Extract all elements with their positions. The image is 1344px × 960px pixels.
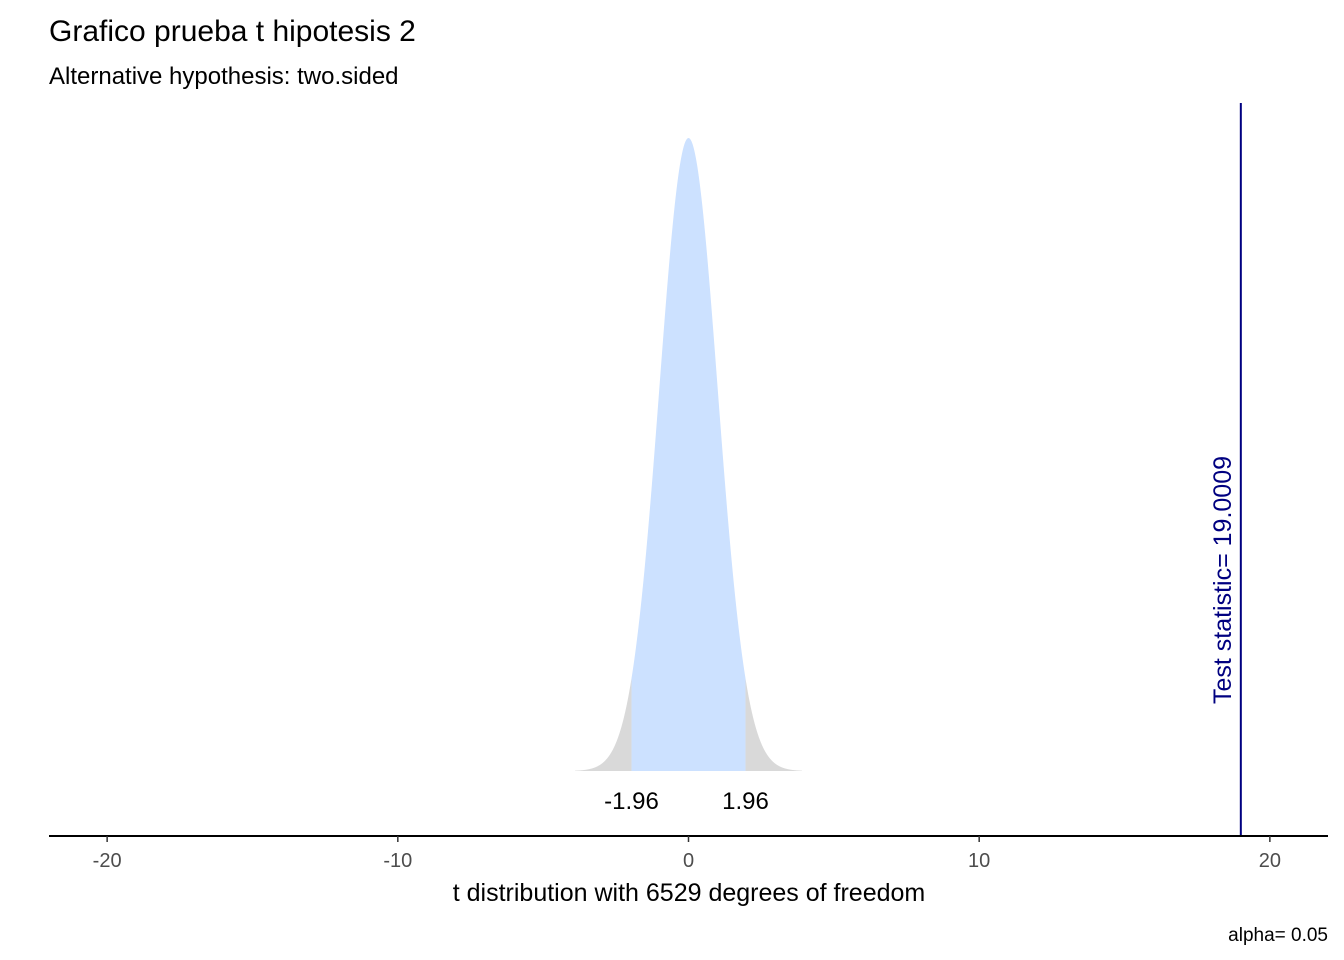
critical-value-right-label: 1.96 xyxy=(722,788,769,815)
test-statistic-label: Test statistic= 19.0009 xyxy=(1209,456,1237,704)
chart-title: Grafico prueba t hipotesis 2 xyxy=(49,15,416,48)
x-tick-label: -10 xyxy=(383,850,412,872)
x-tick-label: 20 xyxy=(1259,850,1281,872)
critical-value-left-label: -1.96 xyxy=(604,788,659,815)
acceptance-region xyxy=(631,138,746,771)
rejection-region-right xyxy=(745,678,802,771)
x-tick-label: 10 xyxy=(968,850,990,872)
plot-area: -1.96 1.96 Test statistic= 19.0009 xyxy=(575,103,1242,836)
rejection-region-left xyxy=(575,678,632,771)
alpha-caption: alpha= 0.05 xyxy=(1228,925,1328,946)
x-axis-label: t distribution with 6529 degrees of free… xyxy=(453,879,926,907)
x-tick-label: 0 xyxy=(683,850,694,872)
x-tick-label: -20 xyxy=(93,850,122,872)
x-axis: -20 -10 0 10 20 xyxy=(49,835,1328,872)
chart-subtitle: Alternative hypothesis: two.sided xyxy=(49,63,399,90)
